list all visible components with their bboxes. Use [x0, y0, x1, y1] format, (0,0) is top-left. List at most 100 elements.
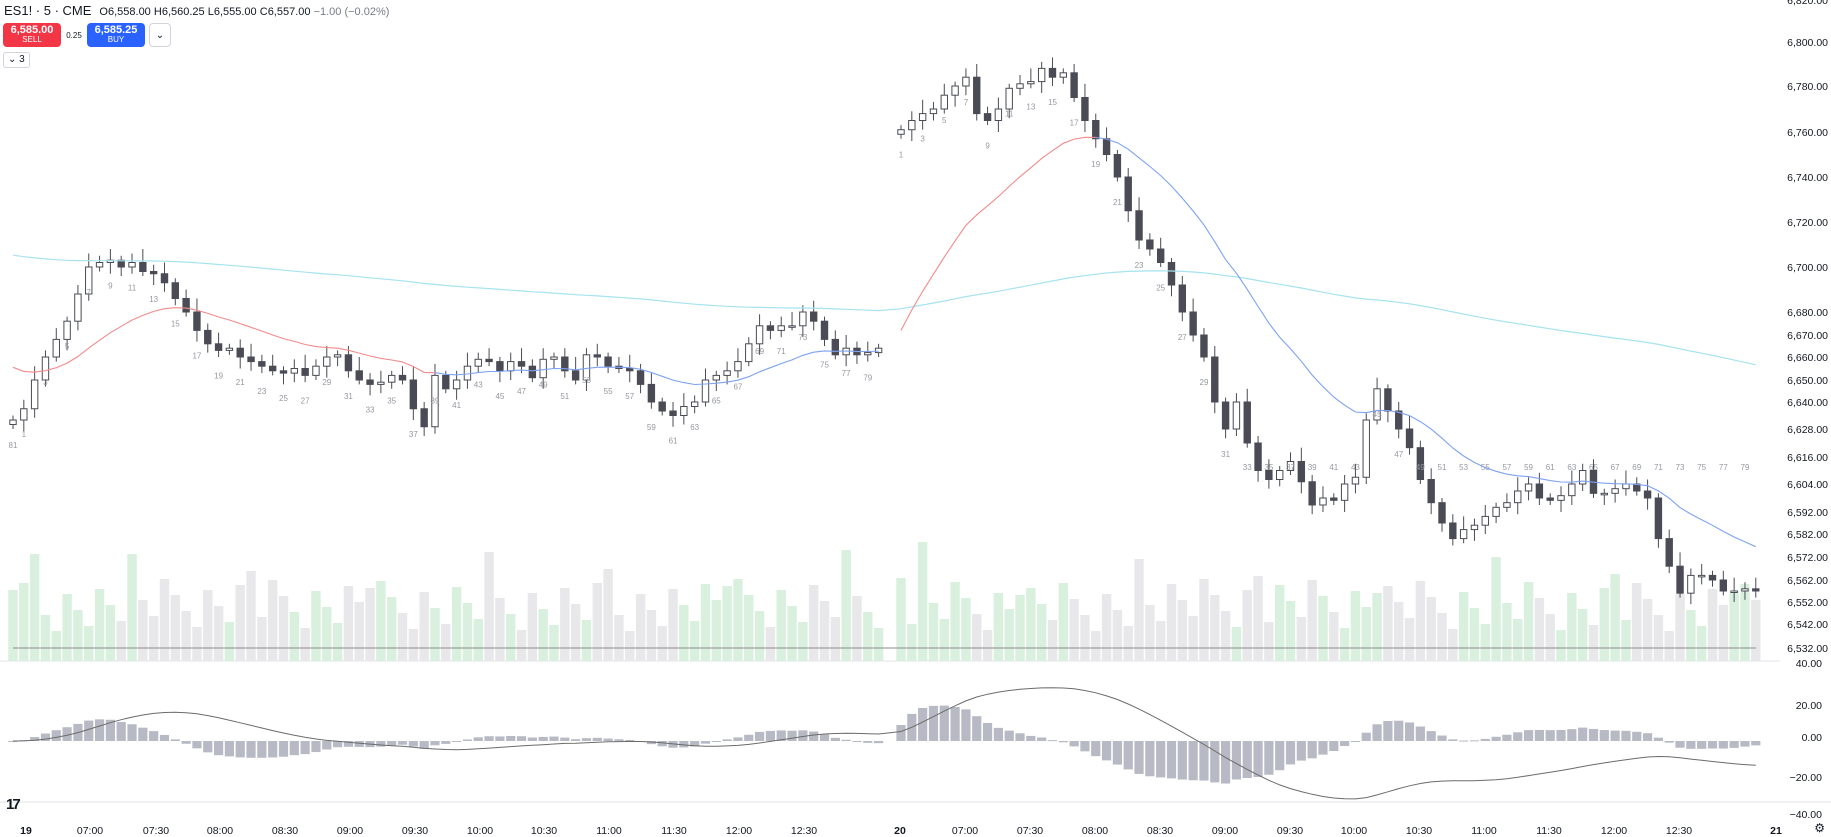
candle-body [409, 379, 418, 410]
volume-bar [1155, 621, 1166, 661]
candle-body [1524, 483, 1533, 492]
macd-histogram-bar [1621, 730, 1631, 741]
candle-body [366, 379, 374, 385]
candle-body [755, 325, 764, 345]
macd-histogram-bar [105, 719, 115, 741]
macd-histogram-bar [1751, 741, 1761, 746]
bar-count-label: 65 [1589, 463, 1598, 472]
buy-price: 6,585.25 [94, 24, 138, 36]
volume-bar [1026, 588, 1036, 661]
candle-body [604, 356, 612, 367]
volume-bar [603, 569, 613, 661]
price-tick-label: 6,640.00 [1787, 397, 1828, 409]
macd-histogram-bar [1372, 724, 1382, 741]
macd-tick-label: −40.00 [1790, 809, 1823, 821]
candle-body [1546, 497, 1554, 501]
macd-histogram-bar [896, 725, 906, 741]
volume-bar [1653, 615, 1664, 661]
macd-histogram-bar [278, 741, 289, 757]
bar-count-label: 63 [690, 423, 699, 432]
volume-bar [365, 588, 375, 661]
volume-bar [224, 622, 235, 661]
candle-body [1243, 401, 1251, 444]
macd-histogram-bar [841, 739, 851, 741]
macd-histogram-bar [40, 733, 51, 741]
time-tick-label: 10:30 [531, 825, 557, 837]
macd-histogram-bar [1080, 741, 1090, 752]
candle-body [139, 262, 147, 272]
volume-bar [1199, 579, 1209, 661]
candle-body [897, 129, 905, 135]
gear-icon[interactable]: ⚙ [1814, 821, 1825, 835]
macd-histogram-bar [1491, 736, 1501, 741]
macd-histogram-bar [1123, 741, 1133, 770]
macd-histogram-bar [354, 741, 364, 747]
candle-body [41, 356, 50, 381]
sell-button[interactable]: 6,585.00 SELL [3, 23, 61, 47]
volume-bar [278, 596, 289, 661]
volume-bar [40, 615, 51, 661]
volume-bar [1329, 612, 1339, 661]
candle-body [1514, 490, 1522, 504]
candle-body [1578, 470, 1587, 485]
candle-body [182, 298, 190, 313]
macd-histogram-bar [192, 741, 202, 749]
volume-bar [1339, 628, 1350, 661]
candle-body [20, 408, 28, 421]
volume-bar [170, 595, 181, 661]
macd-histogram-bar [1718, 741, 1728, 749]
volume-bar [451, 587, 462, 661]
macd-histogram-bar [1437, 735, 1447, 741]
macd-histogram-bar [1329, 741, 1339, 752]
candle-body [171, 282, 180, 299]
bar-count-label: 37 [1286, 463, 1295, 472]
macd-histogram-bar [754, 731, 765, 741]
chart-header: ES1! · 5 · CME O6,558.00 H6,560.25 L6,55… [4, 3, 389, 18]
macd-histogram-bar [625, 740, 635, 742]
price-tick-label: 6,780.00 [1787, 81, 1828, 93]
volume-bar [1523, 582, 1534, 661]
indicators-toggle[interactable]: ⌄ 3 [3, 52, 30, 68]
volume-bar [267, 580, 278, 661]
volume-bar [787, 606, 797, 661]
candle-body [1697, 574, 1706, 578]
volume-bar [516, 630, 527, 661]
volume-bar [1318, 596, 1328, 661]
volume-bar [549, 625, 559, 661]
macd-histogram-bar [809, 731, 819, 741]
bar-count-label: 51 [560, 392, 569, 401]
high-label: H [153, 6, 162, 18]
tradingview-logo-icon[interactable]: 17 [6, 796, 21, 813]
macd-histogram-bar [484, 736, 494, 741]
time-tick-label: 12:30 [791, 825, 817, 837]
bar-count-label: 39 [431, 396, 440, 405]
candle-body [1405, 428, 1414, 449]
volume-bar [1642, 599, 1653, 661]
price-tick-label: 6,700.00 [1787, 262, 1828, 274]
order-menu-button[interactable]: ⌄ [149, 23, 171, 47]
volume-bar [689, 621, 700, 661]
volume-bar [1091, 631, 1101, 661]
candle-body [1427, 479, 1435, 504]
bar-count-label: 31 [1221, 450, 1230, 459]
macd-histogram-bar [1134, 741, 1144, 774]
macd-histogram-bar [289, 741, 299, 756]
volume-bar [203, 590, 213, 661]
candle-body [1027, 81, 1035, 85]
volume-bar [765, 627, 776, 661]
bar-count-label: 73 [798, 333, 807, 342]
volume-bar [1415, 581, 1426, 661]
volume-bar [213, 606, 224, 661]
candle-body [994, 108, 1003, 121]
open-value: 6,558.00 [107, 6, 151, 18]
volume-bar [700, 584, 711, 661]
candle-body [1665, 538, 1673, 567]
symbol-title[interactable]: ES1! · 5 · CME [4, 3, 92, 18]
macd-histogram-bar [787, 730, 797, 741]
volume-bar [961, 598, 971, 661]
spread-value: 0.25 [66, 30, 82, 40]
buy-button[interactable]: 6,585.25 BUY [87, 23, 145, 47]
price-tick-label: 6,592.00 [1787, 507, 1828, 519]
bar-count-label: 69 [1632, 463, 1641, 472]
